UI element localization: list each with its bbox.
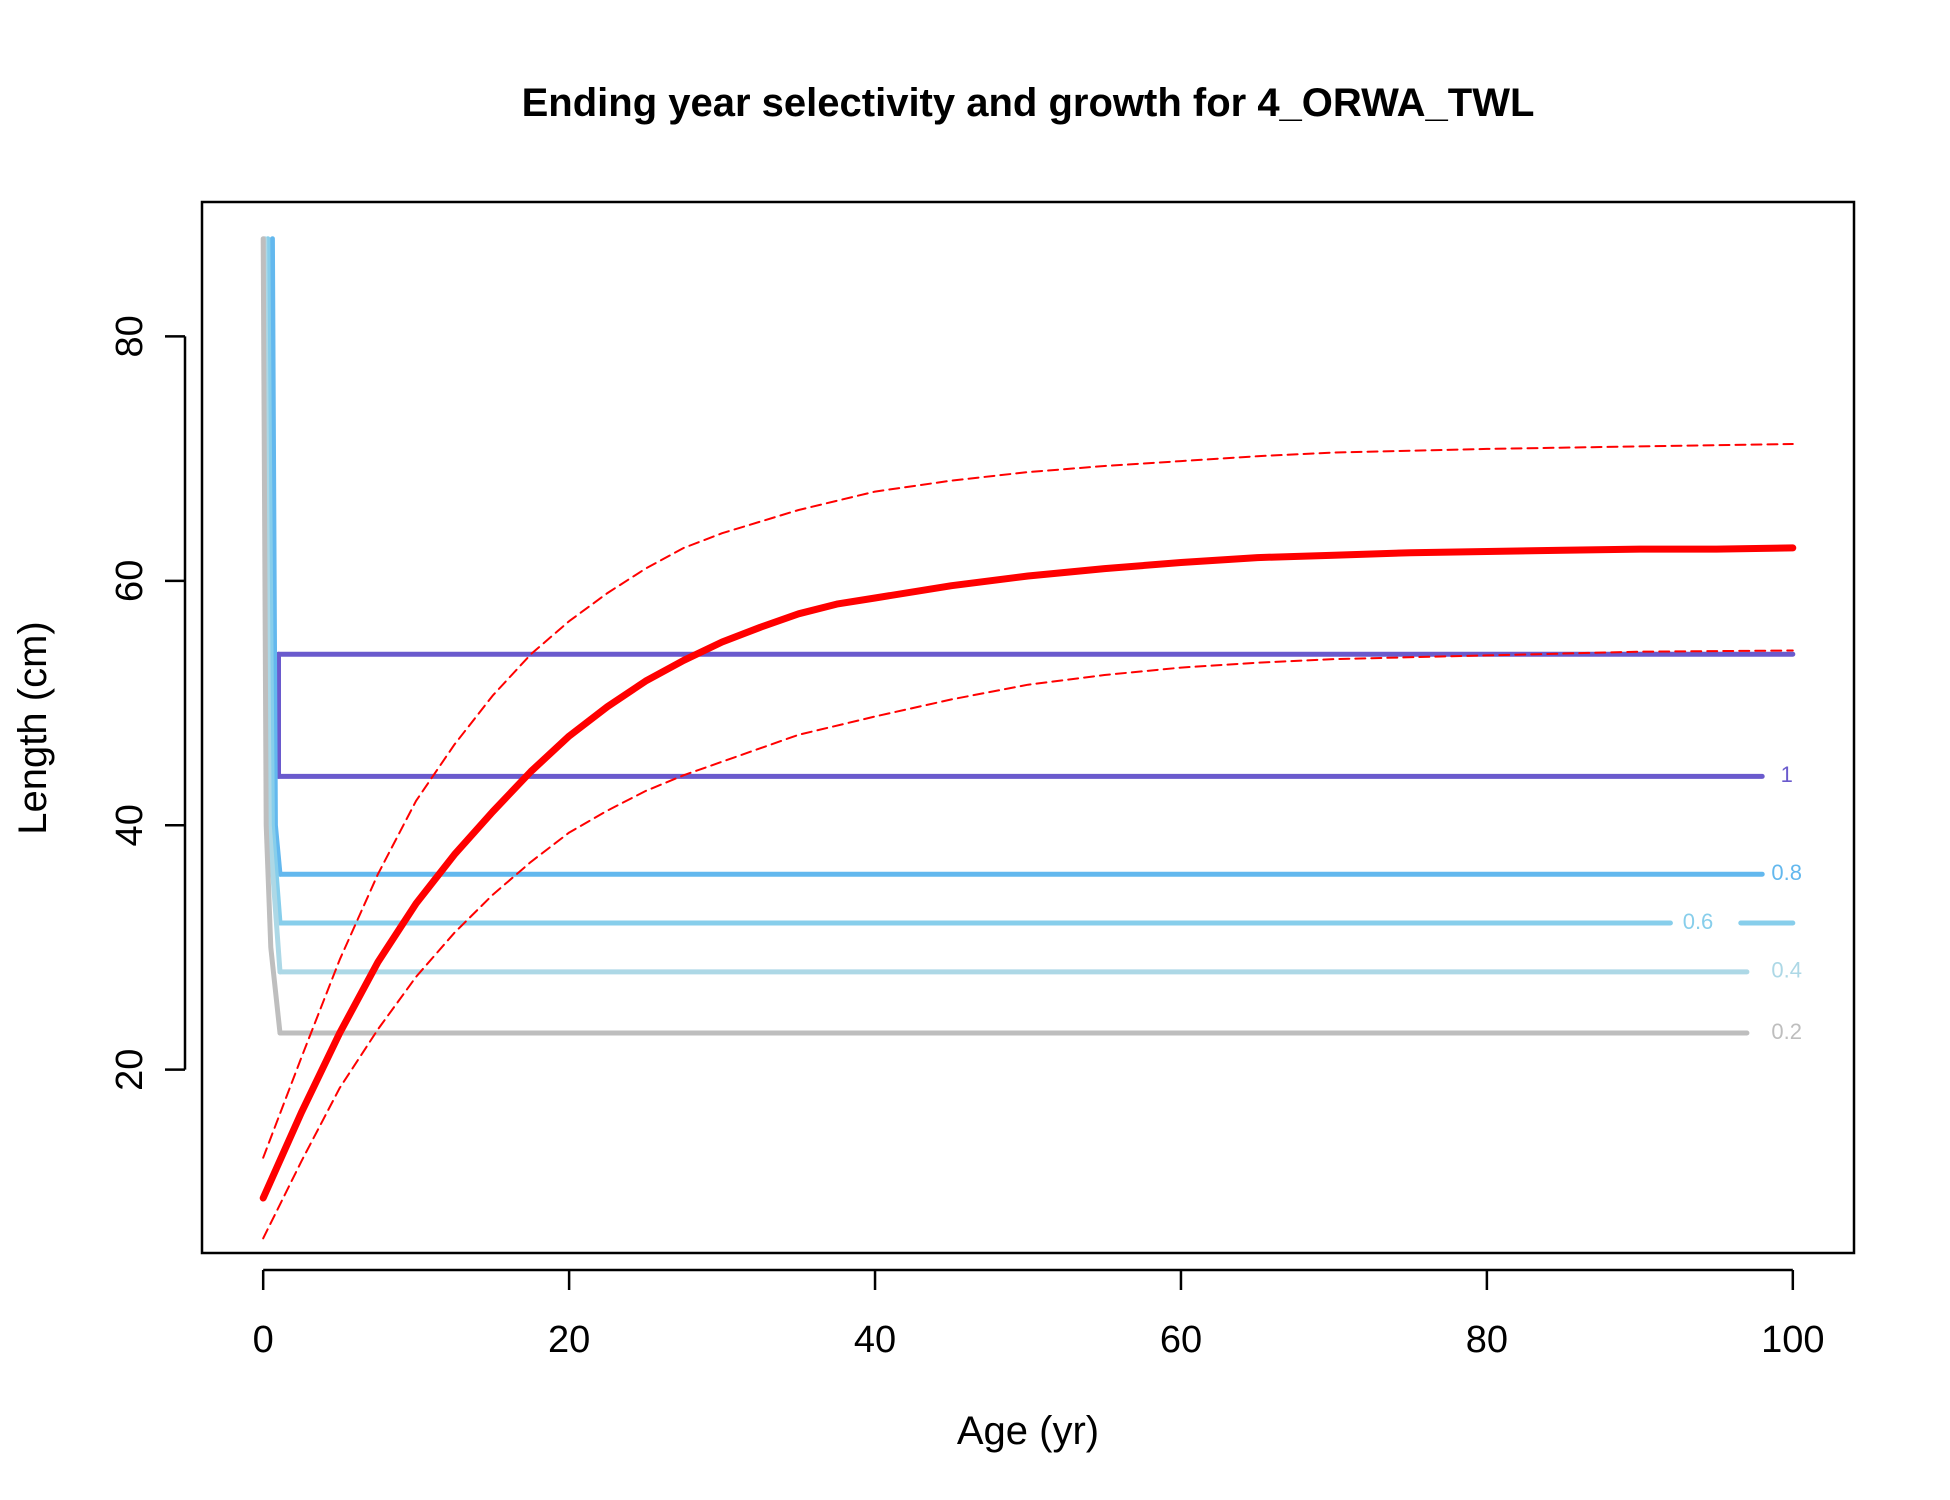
contour-0.2: 0.2 <box>260 236 1802 1044</box>
growth-upper-interval-line <box>262 443 1794 1159</box>
y-axis: 20 40 60 80 <box>109 315 187 1091</box>
contour-label: 0.2 <box>1771 1019 1802 1044</box>
contour-segment <box>269 236 283 877</box>
x-tick-label: 80 <box>1466 1319 1508 1361</box>
contour-1: 1 <box>276 651 1796 787</box>
contour-label: 1 <box>1781 762 1793 787</box>
contour-0.4: 0.4 <box>262 236 1802 983</box>
contour-0.6: 0.6 <box>265 236 1796 934</box>
y-tick-label: 20 <box>109 1049 151 1091</box>
y-tick-label: 40 <box>109 804 151 846</box>
growth-mean-line <box>259 544 1797 1202</box>
x-axis-label: Age (yr) <box>957 1409 1099 1453</box>
contour-0.8: 0.8 <box>269 236 1802 885</box>
plot-frame <box>200 200 1856 1255</box>
contour-label: 0.4 <box>1771 958 1802 983</box>
chart-title: Ending year selectivity and growth for 4… <box>522 81 1535 125</box>
contour-segment <box>265 236 283 926</box>
y-tick-label: 60 <box>109 560 151 602</box>
growth-lower-interval-line <box>262 649 1794 1240</box>
x-tick-label: 60 <box>1160 1319 1202 1361</box>
contour-label: 0.8 <box>1771 860 1802 885</box>
x-axis: 0 20 40 60 80 100 <box>253 1268 1825 1361</box>
x-tick-label: 100 <box>1761 1319 1824 1361</box>
contour-segment <box>260 236 283 1036</box>
contour-label: 0.6 <box>1683 909 1714 934</box>
plot-area: 1 0.8 0.6 0.4 0.2 <box>259 236 1802 1240</box>
y-tick-label: 80 <box>109 315 151 357</box>
x-tick-label: 40 <box>854 1319 896 1361</box>
x-tick-label: 0 <box>253 1319 274 1361</box>
y-axis-label: Length (cm) <box>11 621 55 834</box>
x-tick-label: 20 <box>548 1319 590 1361</box>
